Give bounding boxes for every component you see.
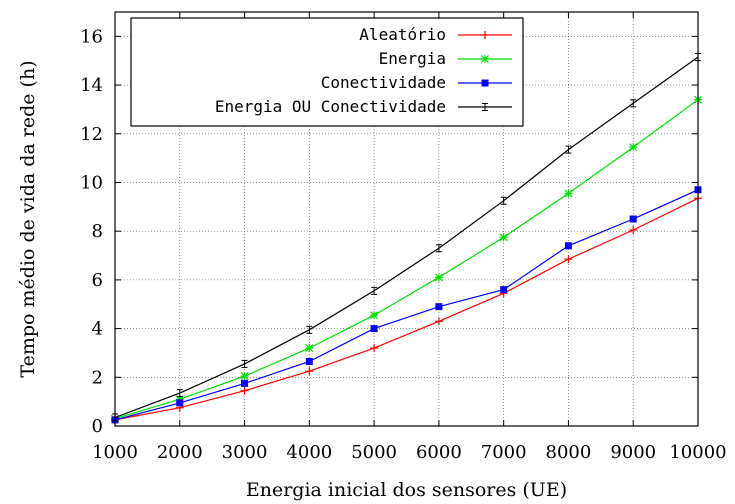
x-tick-label: 5000 (351, 442, 397, 463)
ticks: 1000 2000 3000 4000 5000 6000 7000 8000 9000 1000… (80, 12, 727, 463)
square-marker (435, 303, 443, 311)
square-marker (176, 399, 184, 407)
x-tick-label: 6000 (416, 442, 462, 463)
legend-label: Energia OU Conectividade (215, 97, 446, 116)
square-marker (564, 242, 572, 250)
data-point (176, 399, 184, 407)
data-point (629, 225, 638, 234)
data-point (176, 389, 183, 398)
data-point (370, 325, 378, 333)
series-line (114, 189, 699, 421)
data-point (371, 286, 378, 295)
square-marker (305, 357, 313, 365)
star-marker-d2 (370, 311, 379, 320)
data-point (500, 286, 508, 294)
star-marker-d2 (629, 143, 638, 152)
y-tick-label: 0 (92, 416, 103, 437)
data-point (564, 189, 573, 198)
y-tick-label: 16 (80, 26, 103, 47)
legend-swatch-marker (481, 31, 489, 39)
x-tick-label: 7000 (481, 442, 527, 463)
y-tick-label: 8 (92, 221, 103, 242)
series-line (114, 56, 699, 419)
data-point (564, 255, 573, 264)
star-marker-d2 (564, 189, 573, 198)
star-marker-d2 (481, 55, 489, 63)
y-tick-label: 14 (80, 75, 103, 96)
data-point (370, 311, 379, 320)
y-tick-label: 10 (80, 172, 103, 193)
data-point (435, 244, 442, 253)
data-point (500, 196, 507, 205)
data-point (305, 367, 314, 376)
data-point (241, 379, 249, 387)
legend: Aleatório Energia Conectividade Energia OU … (130, 17, 524, 127)
data-point (629, 143, 638, 152)
star-marker-d2 (305, 344, 314, 352)
plot-frame (114, 11, 699, 427)
legend-swatch-marker (482, 103, 488, 111)
series-3 (112, 53, 701, 422)
x-tick-label: 4000 (286, 442, 332, 463)
square-marker (629, 215, 637, 223)
x-tick-label: 1000 (92, 442, 138, 463)
square-marker (500, 286, 508, 294)
square-marker (481, 79, 489, 87)
data-point (305, 344, 314, 353)
series-2 (111, 186, 702, 424)
star-marker-d2 (434, 273, 443, 282)
x-tick-label: 9000 (610, 442, 656, 463)
data-point (435, 303, 443, 311)
data-point (434, 317, 443, 326)
legend-swatch-marker (481, 79, 489, 87)
legend-label: Energia (379, 49, 446, 68)
series-1 (111, 95, 702, 423)
y-tick-label: 12 (80, 124, 103, 145)
data-point (434, 273, 443, 282)
legend-label: Aleatório (359, 25, 446, 44)
data-point (305, 357, 313, 365)
square-marker (370, 325, 378, 333)
legend-box (130, 17, 524, 127)
star-marker-d2 (240, 372, 249, 381)
series-0 (111, 194, 702, 424)
x-tick-label: 3000 (222, 442, 268, 463)
y-tick-label: 6 (92, 270, 103, 291)
data-point (629, 215, 637, 223)
series-line (114, 99, 699, 420)
y-tick-label: 2 (92, 367, 103, 388)
y-tick-label: 4 (92, 319, 103, 340)
data-point (630, 99, 637, 108)
square-marker (241, 379, 249, 387)
y-axis-title: Tempo médio de vida da rede (h) (17, 60, 39, 377)
data-point (565, 145, 572, 154)
x-axis-title: Energia inicial dos sensores (UE) (246, 479, 567, 501)
data-point (240, 372, 249, 381)
x-tick-label: 10000 (669, 442, 726, 463)
x-tick-label: 8000 (546, 442, 592, 463)
data-point (240, 386, 249, 395)
series-line (114, 197, 699, 421)
legend-label: Conectividade (321, 73, 446, 92)
star-marker-d2 (499, 233, 508, 242)
data-point (370, 344, 379, 353)
data-point (564, 242, 572, 250)
data-point (306, 325, 313, 334)
legend-swatch-marker (481, 55, 489, 63)
data-point (499, 233, 508, 242)
x-tick-label: 2000 (157, 442, 203, 463)
data-point (241, 359, 248, 368)
